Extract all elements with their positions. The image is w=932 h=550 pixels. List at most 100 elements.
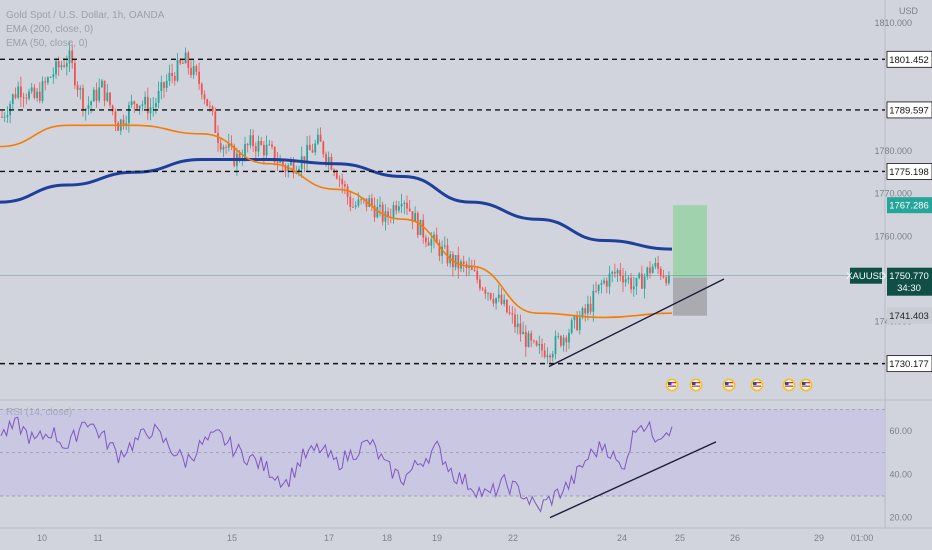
candle[interactable] [635,278,638,287]
candle[interactable] [430,239,433,246]
candle[interactable] [14,94,17,98]
candle[interactable] [254,146,257,152]
candle[interactable] [287,165,290,172]
candle[interactable] [98,87,101,101]
candle[interactable] [87,105,90,109]
candle[interactable] [524,331,527,347]
candle[interactable] [379,204,381,207]
candle[interactable] [146,96,149,114]
candle[interactable] [303,156,306,164]
candle[interactable] [422,219,425,238]
candle[interactable] [403,202,406,204]
candle[interactable] [668,275,670,284]
candle[interactable] [554,336,557,354]
candle[interactable] [111,105,114,112]
candle[interactable] [257,140,260,152]
candle[interactable] [508,312,511,314]
candle[interactable] [192,66,195,75]
candle[interactable] [71,50,74,63]
candle[interactable] [368,198,371,207]
candle[interactable] [535,341,538,346]
candle[interactable] [68,50,71,64]
candle[interactable] [265,144,268,156]
candle[interactable] [595,290,597,292]
candle[interactable] [630,277,632,290]
candle[interactable] [373,205,376,218]
candle[interactable] [462,261,465,264]
candle[interactable] [659,268,662,277]
candle[interactable] [441,246,443,256]
candle[interactable] [392,205,395,218]
candle[interactable] [443,245,446,247]
candle[interactable] [433,234,435,240]
candle[interactable] [233,145,236,166]
candle[interactable] [487,293,489,294]
candle[interactable] [109,92,111,106]
candle[interactable] [63,65,65,67]
candle[interactable] [152,106,155,108]
candle[interactable] [435,234,438,243]
candle[interactable] [52,74,55,78]
candle[interactable] [195,66,198,72]
candle[interactable] [335,172,338,179]
candle[interactable] [411,211,414,222]
candle[interactable] [144,96,146,105]
candle[interactable] [651,266,654,274]
candle[interactable] [484,289,487,294]
candle[interactable] [74,62,76,86]
candle[interactable] [624,279,627,283]
candle[interactable] [387,211,389,217]
candle[interactable] [306,144,308,164]
candle[interactable] [654,262,657,267]
candle[interactable] [22,97,25,99]
candle[interactable] [36,91,38,99]
candle[interactable] [568,332,570,343]
candle[interactable] [79,88,82,90]
candle[interactable] [638,273,641,279]
candle[interactable] [211,106,214,112]
candle[interactable] [468,265,470,269]
candle[interactable] [219,142,222,150]
candle[interactable] [519,323,522,335]
candle[interactable] [619,270,622,276]
candle[interactable] [55,61,57,75]
candle[interactable] [11,94,14,104]
candle[interactable] [641,273,643,289]
candle[interactable] [222,147,225,150]
candle[interactable] [20,86,22,98]
candle[interactable] [3,116,6,118]
candle[interactable] [406,202,408,209]
candle[interactable] [643,276,646,289]
candle[interactable] [33,87,36,99]
candle[interactable] [506,299,508,313]
candle[interactable] [481,288,484,290]
candle[interactable] [546,355,549,357]
candle[interactable] [1,116,3,118]
candle[interactable] [376,206,379,218]
candle[interactable] [587,303,589,314]
candle[interactable] [268,144,271,146]
candle[interactable] [427,242,430,246]
candle[interactable] [276,161,279,163]
candle[interactable] [292,162,295,174]
candle[interactable] [179,59,182,64]
candle[interactable] [28,91,30,99]
candle[interactable] [298,168,300,172]
candle[interactable] [141,104,144,106]
candle[interactable] [470,265,473,270]
candle[interactable] [155,102,157,107]
candle[interactable] [584,308,587,314]
candle[interactable] [82,88,84,111]
candle[interactable] [565,337,568,343]
candle[interactable] [592,290,595,312]
candle[interactable] [76,85,79,90]
candle[interactable] [605,280,608,287]
candle[interactable] [381,204,384,222]
rsi-trendline[interactable] [549,441,717,519]
candle[interactable] [341,178,344,185]
candle[interactable] [551,353,554,358]
candle[interactable] [60,65,63,68]
candle[interactable] [47,77,49,83]
candle[interactable] [425,237,427,243]
candle[interactable] [184,52,187,64]
